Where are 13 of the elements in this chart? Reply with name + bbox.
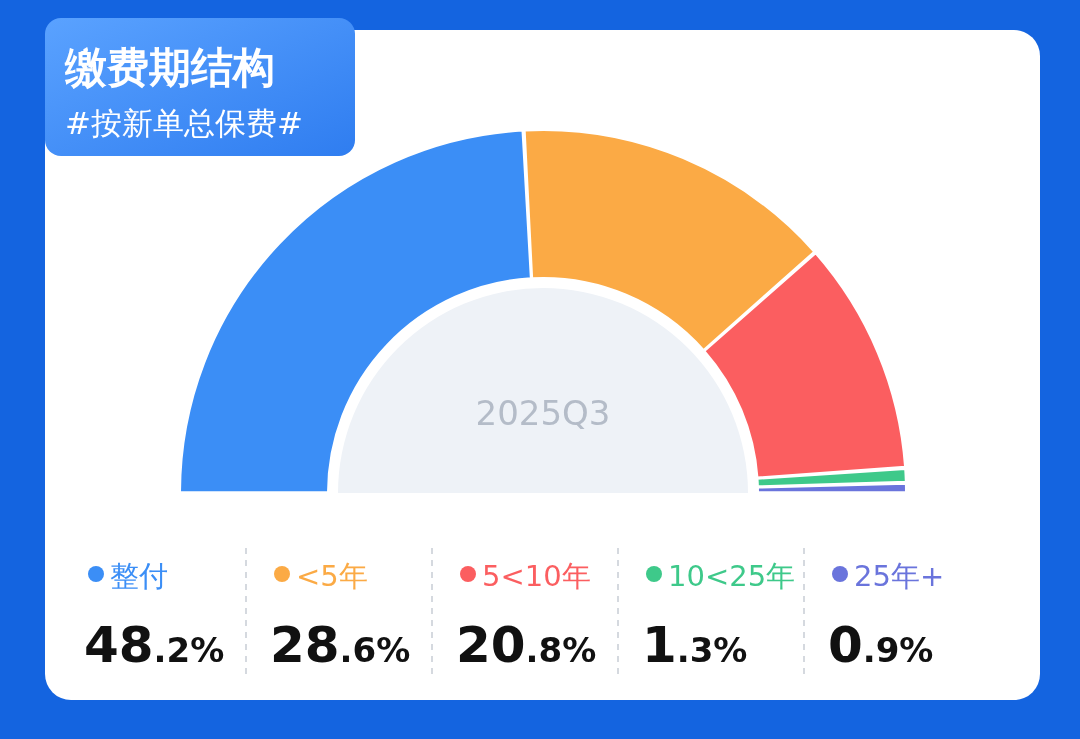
legend-label: 10<25年 bbox=[668, 559, 796, 593]
data-label: 1.3% bbox=[642, 616, 748, 674]
chart-subtitle: #按新单总保费# bbox=[65, 105, 303, 141]
data-label: 28.6% bbox=[270, 616, 411, 674]
legend-label: 25年+ bbox=[854, 559, 945, 593]
legend-label: <5年 bbox=[296, 559, 368, 593]
data-label: 48.2% bbox=[84, 616, 225, 674]
data-label: 20.8% bbox=[456, 616, 597, 674]
data-label: 0.9% bbox=[828, 616, 934, 674]
legend-label: 5<10年 bbox=[482, 559, 591, 593]
chart-title: 缴费期结构 bbox=[64, 43, 275, 92]
legend-label: 整付 bbox=[110, 559, 168, 593]
text: 2025Q3 bbox=[475, 393, 611, 433]
